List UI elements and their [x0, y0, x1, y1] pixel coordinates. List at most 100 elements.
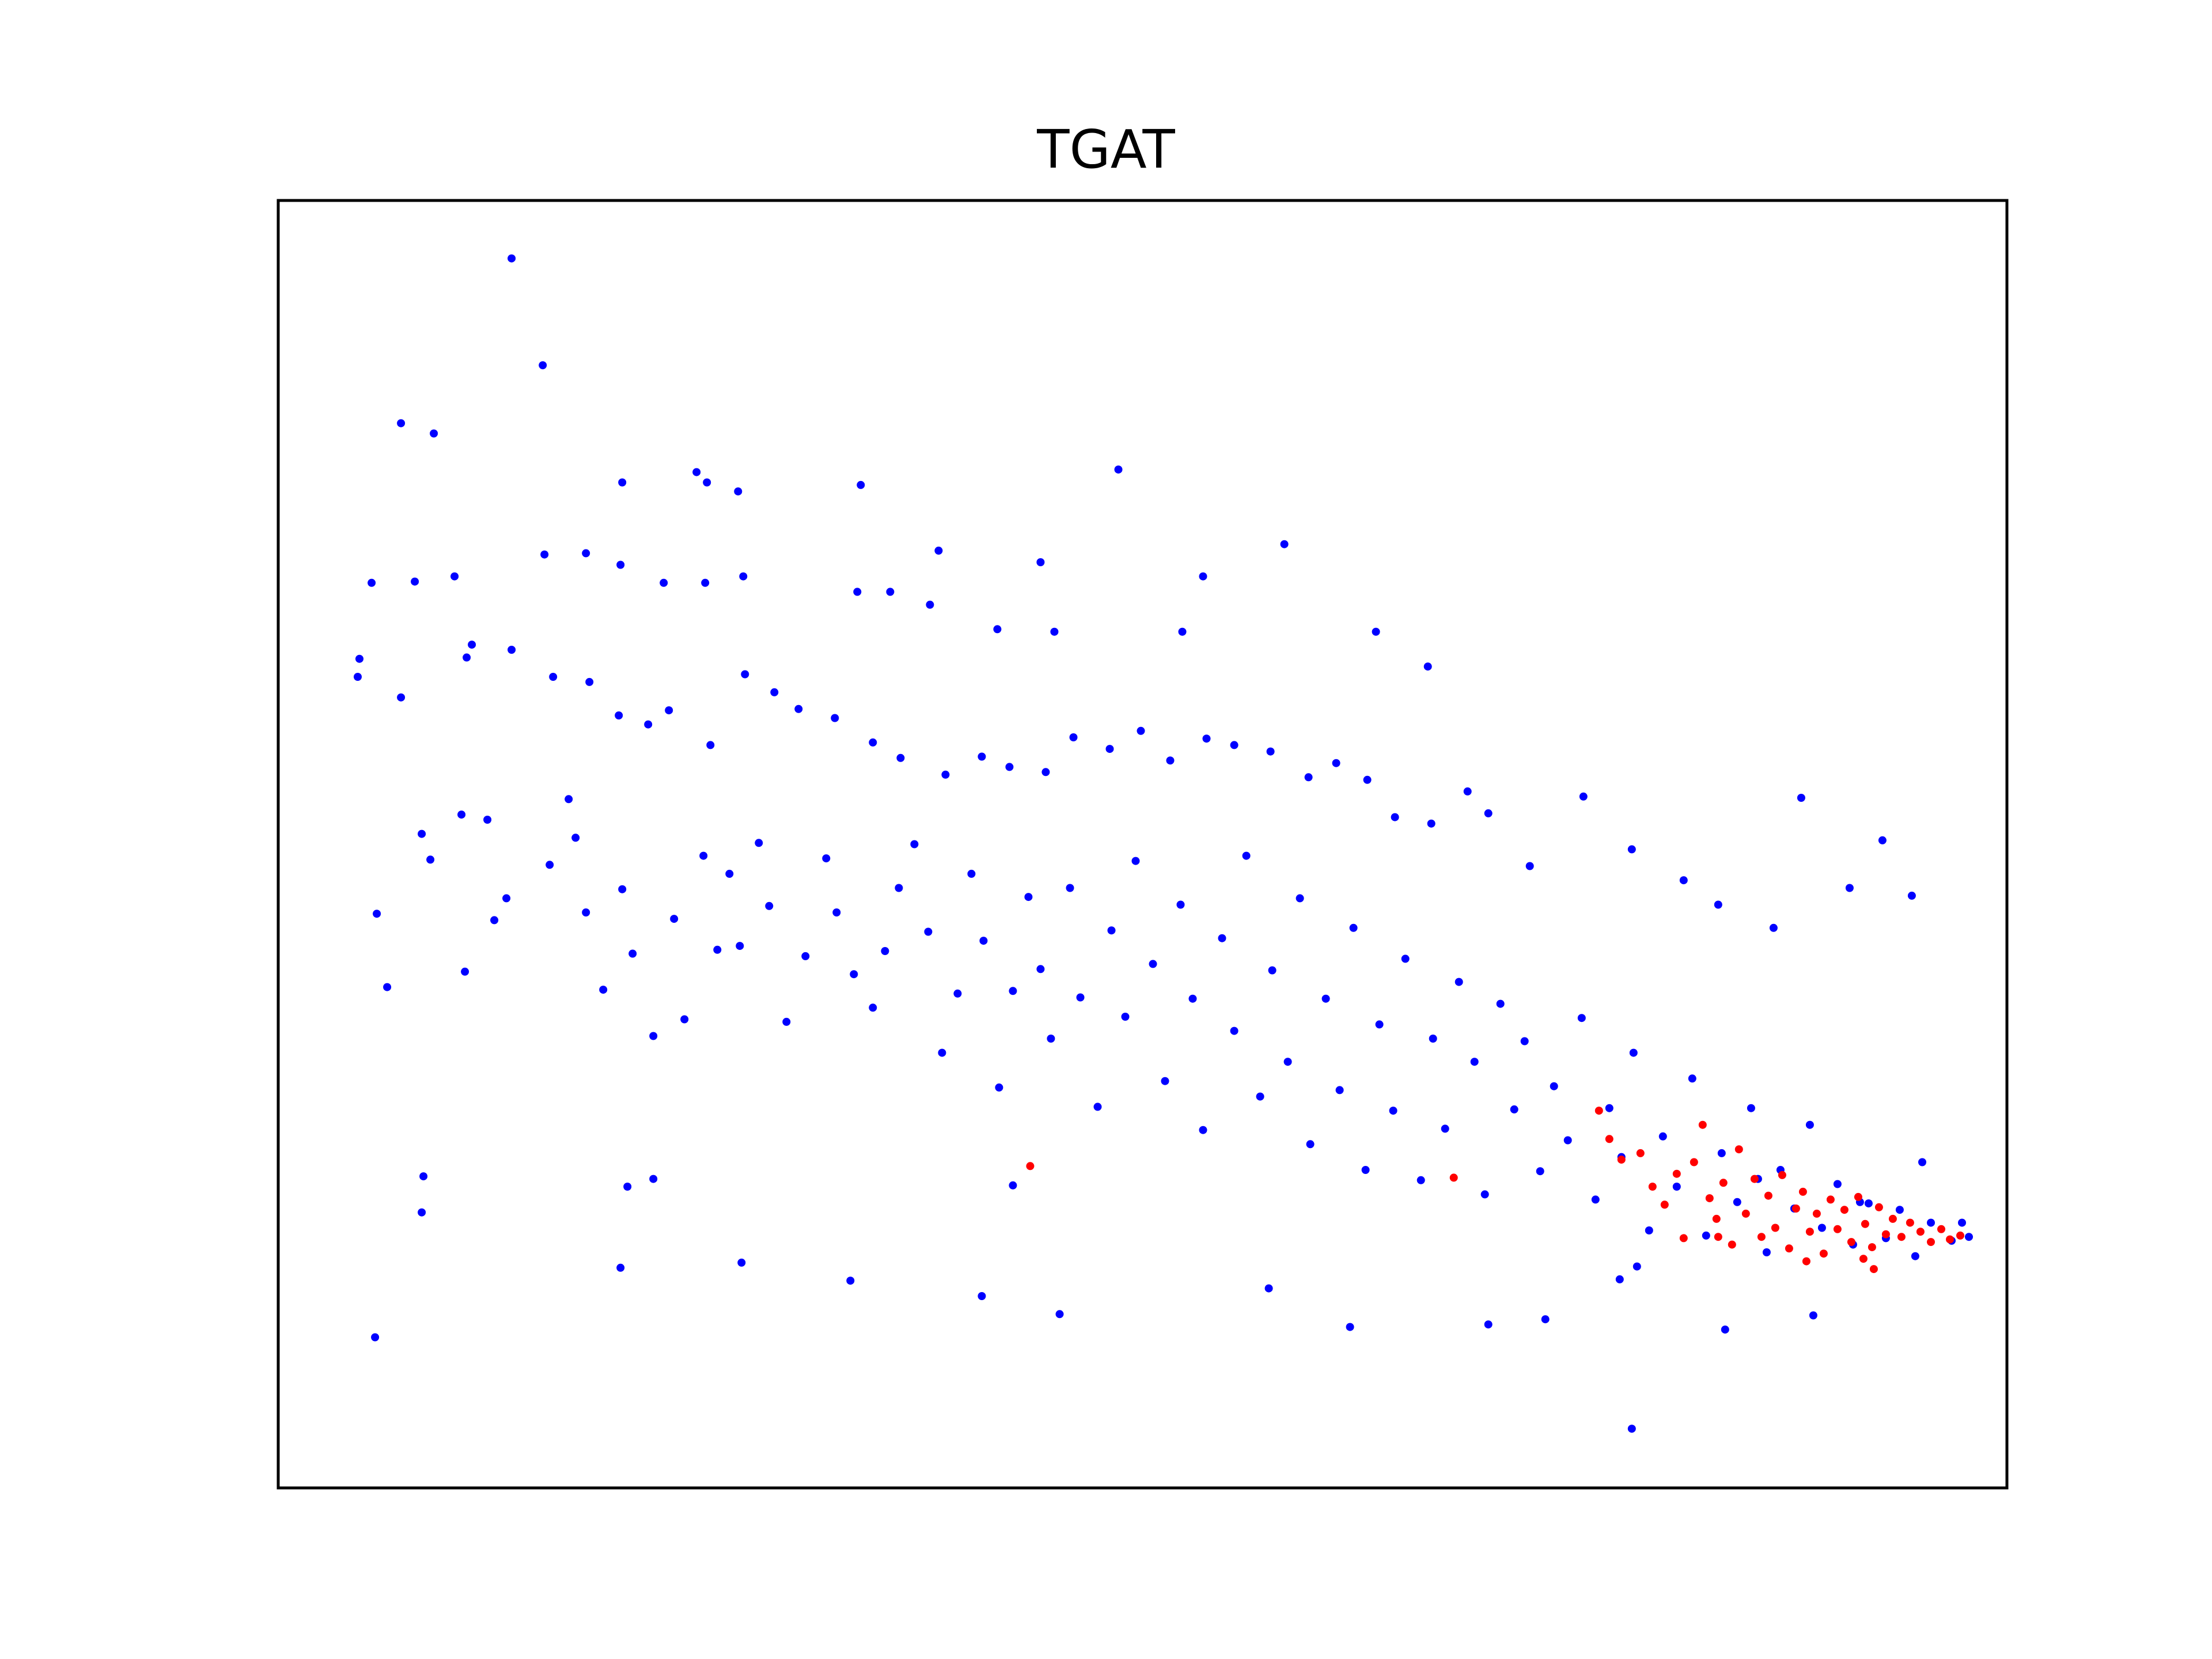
data-point	[699, 851, 708, 860]
data-point	[1199, 572, 1207, 581]
data-point	[565, 795, 573, 804]
data-point	[1712, 1214, 1721, 1223]
data-point	[831, 714, 839, 722]
data-point	[1280, 540, 1289, 548]
data-point	[1721, 1325, 1729, 1334]
data-point	[1881, 1230, 1890, 1238]
data-point	[706, 741, 715, 749]
data-point	[910, 840, 919, 849]
data-point	[1306, 1140, 1315, 1149]
data-point	[741, 670, 749, 679]
data-point	[734, 487, 743, 496]
data-point	[1484, 809, 1493, 817]
data-point	[1629, 1048, 1638, 1057]
data-point	[1131, 857, 1140, 865]
data-point	[1645, 1226, 1653, 1234]
data-point	[1332, 759, 1340, 767]
data-point	[1296, 894, 1304, 903]
data-point	[869, 1003, 877, 1012]
data-point	[540, 550, 549, 559]
data-point	[938, 1048, 946, 1057]
data-point	[782, 1017, 791, 1026]
data-point	[1771, 1224, 1779, 1232]
data-point	[1510, 1105, 1518, 1113]
data-point	[1791, 1205, 1800, 1213]
data-point	[1719, 1179, 1728, 1187]
data-point	[1672, 1169, 1681, 1178]
data-point	[1050, 627, 1059, 636]
data-point	[1636, 1149, 1645, 1157]
data-point	[1375, 1020, 1384, 1029]
data-point	[1605, 1104, 1613, 1112]
data-point	[1114, 465, 1123, 474]
data-point	[1778, 1171, 1786, 1179]
data-point	[461, 967, 469, 976]
data-point	[1480, 1190, 1489, 1199]
data-point	[1750, 1175, 1759, 1183]
data-point	[599, 986, 608, 994]
data-point	[1416, 1176, 1425, 1184]
data-point	[463, 653, 471, 662]
data-point	[1149, 960, 1157, 968]
data-point	[1734, 1145, 1743, 1154]
data-point	[1874, 1203, 1883, 1211]
data-point	[770, 688, 779, 696]
data-point	[418, 830, 426, 838]
data-point	[1391, 813, 1399, 821]
data-point	[1218, 934, 1226, 942]
data-point	[1026, 1162, 1035, 1171]
data-point	[368, 578, 376, 587]
data-point	[649, 1175, 658, 1183]
data-point	[354, 673, 362, 681]
data-point	[1121, 1013, 1130, 1021]
data-point	[1672, 1183, 1681, 1191]
data-point	[1802, 1257, 1810, 1266]
data-point	[649, 1032, 658, 1040]
data-point	[1819, 1249, 1828, 1258]
data-point	[1372, 627, 1380, 636]
data-point	[397, 693, 406, 702]
data-point	[1809, 1311, 1817, 1320]
data-point	[660, 578, 668, 587]
data-point	[765, 902, 774, 910]
data-point	[881, 947, 889, 955]
data-point	[1888, 1214, 1897, 1223]
data-point	[869, 738, 877, 747]
data-point	[755, 839, 763, 847]
data-point	[701, 578, 710, 587]
data-point	[822, 854, 831, 863]
data-point	[383, 983, 392, 991]
data-point	[670, 915, 679, 923]
data-point	[616, 1263, 625, 1272]
data-point	[1009, 987, 1017, 995]
data-point	[1878, 836, 1887, 844]
data-point	[1264, 1284, 1273, 1293]
data-point	[373, 910, 381, 918]
data-point	[1698, 1120, 1707, 1129]
data-point	[853, 588, 862, 596]
data-point	[993, 625, 1002, 634]
data-point	[1577, 1014, 1586, 1022]
data-point	[483, 816, 492, 824]
data-point	[1906, 1218, 1914, 1227]
data-point	[736, 942, 744, 950]
data-point	[1728, 1240, 1736, 1249]
data-point	[1764, 1191, 1772, 1200]
data-point	[713, 945, 722, 954]
chart-title: TGAT	[1037, 119, 1175, 180]
data-point	[355, 654, 363, 663]
data-point	[1627, 845, 1636, 854]
data-point	[1797, 794, 1805, 802]
data-point	[1429, 1035, 1437, 1043]
data-point	[1847, 1238, 1855, 1247]
data-point	[615, 711, 623, 719]
data-point	[1747, 1104, 1755, 1112]
data-point	[1137, 726, 1145, 735]
data-point	[1927, 1238, 1935, 1247]
data-point	[1176, 900, 1185, 909]
data-point	[1536, 1167, 1544, 1176]
data-point	[1594, 1107, 1603, 1115]
data-point	[1785, 1244, 1793, 1253]
data-point	[953, 989, 962, 998]
